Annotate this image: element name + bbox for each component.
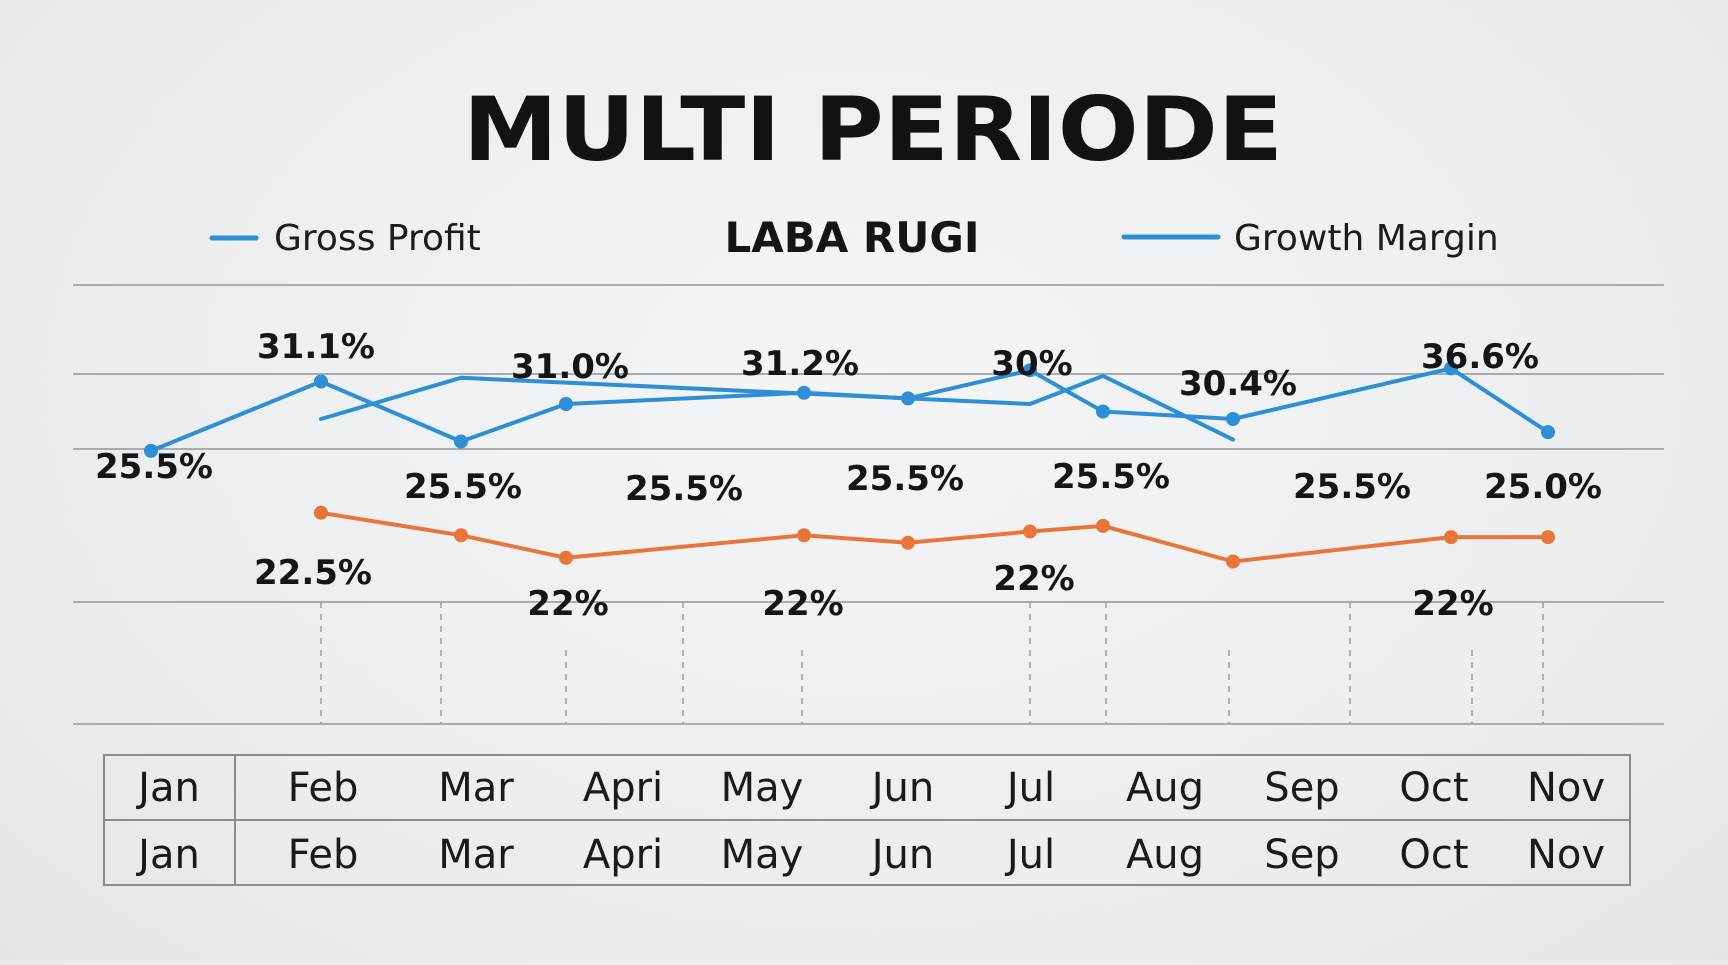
- data-point-series-3: [454, 528, 468, 543]
- series-line-growth-margin: [319, 373, 1235, 442]
- chart-title: MULTI PERIODE: [463, 78, 1283, 181]
- data-point-gross-profit: [314, 374, 328, 389]
- month-cell: Jun: [869, 765, 935, 811]
- vertical-guides: [320, 602, 1544, 724]
- data-point-gross-profit: [144, 443, 158, 458]
- data-label: 22.5%: [254, 553, 372, 593]
- month-cell: Aug: [1126, 765, 1204, 811]
- month-cells: Jan Feb Mar Apri May Jun Jul Aug Sep Oct Nov Jan Feb…: [135, 765, 1605, 878]
- data-label: 22%: [527, 584, 608, 624]
- data-point-gross-profit: [1444, 361, 1458, 376]
- chart-subtitle: LABA RUGI: [725, 213, 980, 262]
- month-cell: Jun: [869, 832, 935, 878]
- month-table: Jan Feb Mar Apri May Jun Jul Aug Sep Oct Nov Jan Feb…: [103, 754, 1631, 886]
- data-point-gross-profit: [454, 434, 468, 449]
- data-label: 25.5%: [1052, 457, 1170, 497]
- month-cell: Jul: [1004, 765, 1055, 811]
- data-point-gross-profit: [1541, 425, 1555, 440]
- grid: [73, 284, 1664, 725]
- month-cell: Apri: [583, 832, 663, 878]
- month-cell: Feb: [288, 765, 359, 811]
- data-point-gross-profit: [1226, 412, 1240, 426]
- month-cell: Nov: [1527, 765, 1605, 811]
- month-cell: Sep: [1264, 765, 1339, 811]
- month-cell: Oct: [1399, 832, 1468, 878]
- legend: Gross Profit LABA RUGI Growth Margin: [209, 213, 1499, 262]
- month-cell: Feb: [288, 832, 359, 878]
- data-label: 25.5%: [404, 467, 522, 507]
- data-point-gross-profit: [559, 397, 573, 411]
- data-label: 31.0%: [511, 347, 629, 387]
- data-label: 30%: [991, 344, 1072, 384]
- data-point-series-3: [1023, 524, 1037, 539]
- month-cell: Mar: [438, 765, 514, 811]
- data-label: 22%: [762, 584, 843, 624]
- data-label: 25.0%: [1484, 467, 1602, 507]
- month-cell: Jan: [135, 765, 200, 811]
- data-point-series-3: [314, 505, 328, 520]
- data-label: 22%: [993, 559, 1074, 599]
- month-cell: Jan: [135, 832, 200, 878]
- month-cell: Jul: [1004, 832, 1055, 878]
- data-point-series-3: [797, 528, 811, 543]
- data-label: 31.1%: [257, 327, 375, 367]
- data-point-series-3: [1541, 530, 1555, 545]
- data-point-series-3: [1096, 518, 1110, 533]
- data-label: 25.5%: [1293, 467, 1411, 507]
- data-point-gross-profit: [1096, 404, 1110, 419]
- data-point-series-3: [1226, 554, 1240, 569]
- data-point-series-3: [1444, 530, 1458, 545]
- legend-label-gross-profit: Gross Profit: [274, 218, 481, 259]
- data-label: 22%: [1412, 584, 1493, 624]
- data-point-series-3: [901, 535, 915, 550]
- data-label: 25.5%: [846, 459, 964, 499]
- month-cell: Apri: [583, 765, 663, 811]
- data-label: 31.2%: [741, 344, 859, 384]
- month-cell: Sep: [1264, 832, 1339, 878]
- month-cell: May: [721, 765, 804, 811]
- data-point-series-3: [559, 550, 573, 565]
- month-cell: Mar: [438, 832, 514, 878]
- series-line-series-3: [319, 510, 1550, 564]
- month-cell: Oct: [1399, 765, 1468, 811]
- legend-label-growth-margin: Growth Margin: [1234, 218, 1499, 259]
- month-cell: Aug: [1126, 832, 1204, 878]
- data-label: 25.5%: [95, 447, 213, 487]
- data-labels: 31.1% 31.0% 31.2% 30% 30.4% 36.6% 25.5% 25.5% 25…: [95, 327, 1602, 624]
- series-layer: [144, 361, 1555, 569]
- month-cell: May: [721, 832, 804, 878]
- data-point-gross-profit: [1023, 363, 1037, 378]
- month-cell: Nov: [1527, 832, 1605, 878]
- data-label: 30.4%: [1179, 364, 1297, 404]
- data-label: 25.5%: [625, 469, 743, 509]
- data-label: 36.6%: [1421, 337, 1539, 377]
